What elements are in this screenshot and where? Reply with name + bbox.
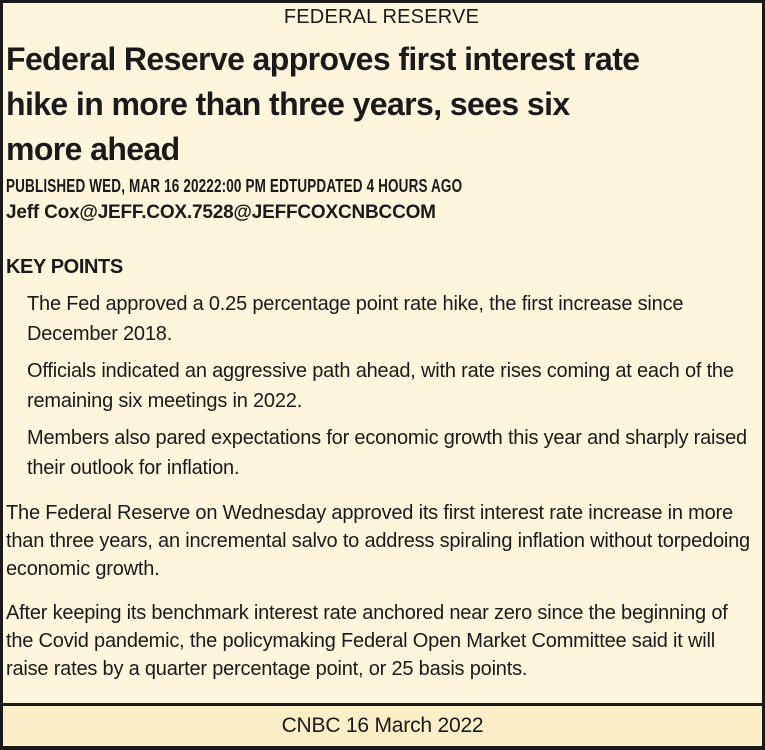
headline-line-1: Federal Reserve approves first interest … <box>6 41 640 77</box>
key-point-item: The Fed approved a 0.25 percentage point… <box>27 293 684 345</box>
author-byline: Jeff Cox@JEFF.COX.7528@JEFFCOXCNBCCOM <box>6 202 436 223</box>
headline-line-2: hike in more than three years, sees six <box>6 86 570 122</box>
key-points-list: The Fed approved a 0.25 percentage point… <box>6 289 757 483</box>
section-eyebrow: FEDERAL RESERVE <box>283 6 480 28</box>
key-point-item: Officials indicated an aggressive path a… <box>27 360 734 412</box>
source-caption: CNBC 16 March 2022 <box>281 714 484 737</box>
source-caption-bar: CNBC 16 March 2022 <box>3 703 762 746</box>
body-paragraph: The Federal Reserve on Wednesday approve… <box>6 502 750 580</box>
published-updated-line: PUBLISHED WED, MAR 16 20222:00 PM EDTUPD… <box>6 176 757 196</box>
published-updated-text: PUBLISHED WED, MAR 16 20222:00 PM EDTUPD… <box>6 176 463 196</box>
article-headline: Federal Reserve approves first interest … <box>6 37 757 172</box>
headline-line-3: more ahead <box>6 131 180 167</box>
key-points-heading: KEY POINTS <box>6 256 123 278</box>
body-paragraph: After keeping its benchmark interest rat… <box>6 602 728 680</box>
article-content: FEDERAL RESERVE Federal Reserve approves… <box>3 3 762 703</box>
key-point-item: Members also pared expectations for econ… <box>27 427 747 479</box>
